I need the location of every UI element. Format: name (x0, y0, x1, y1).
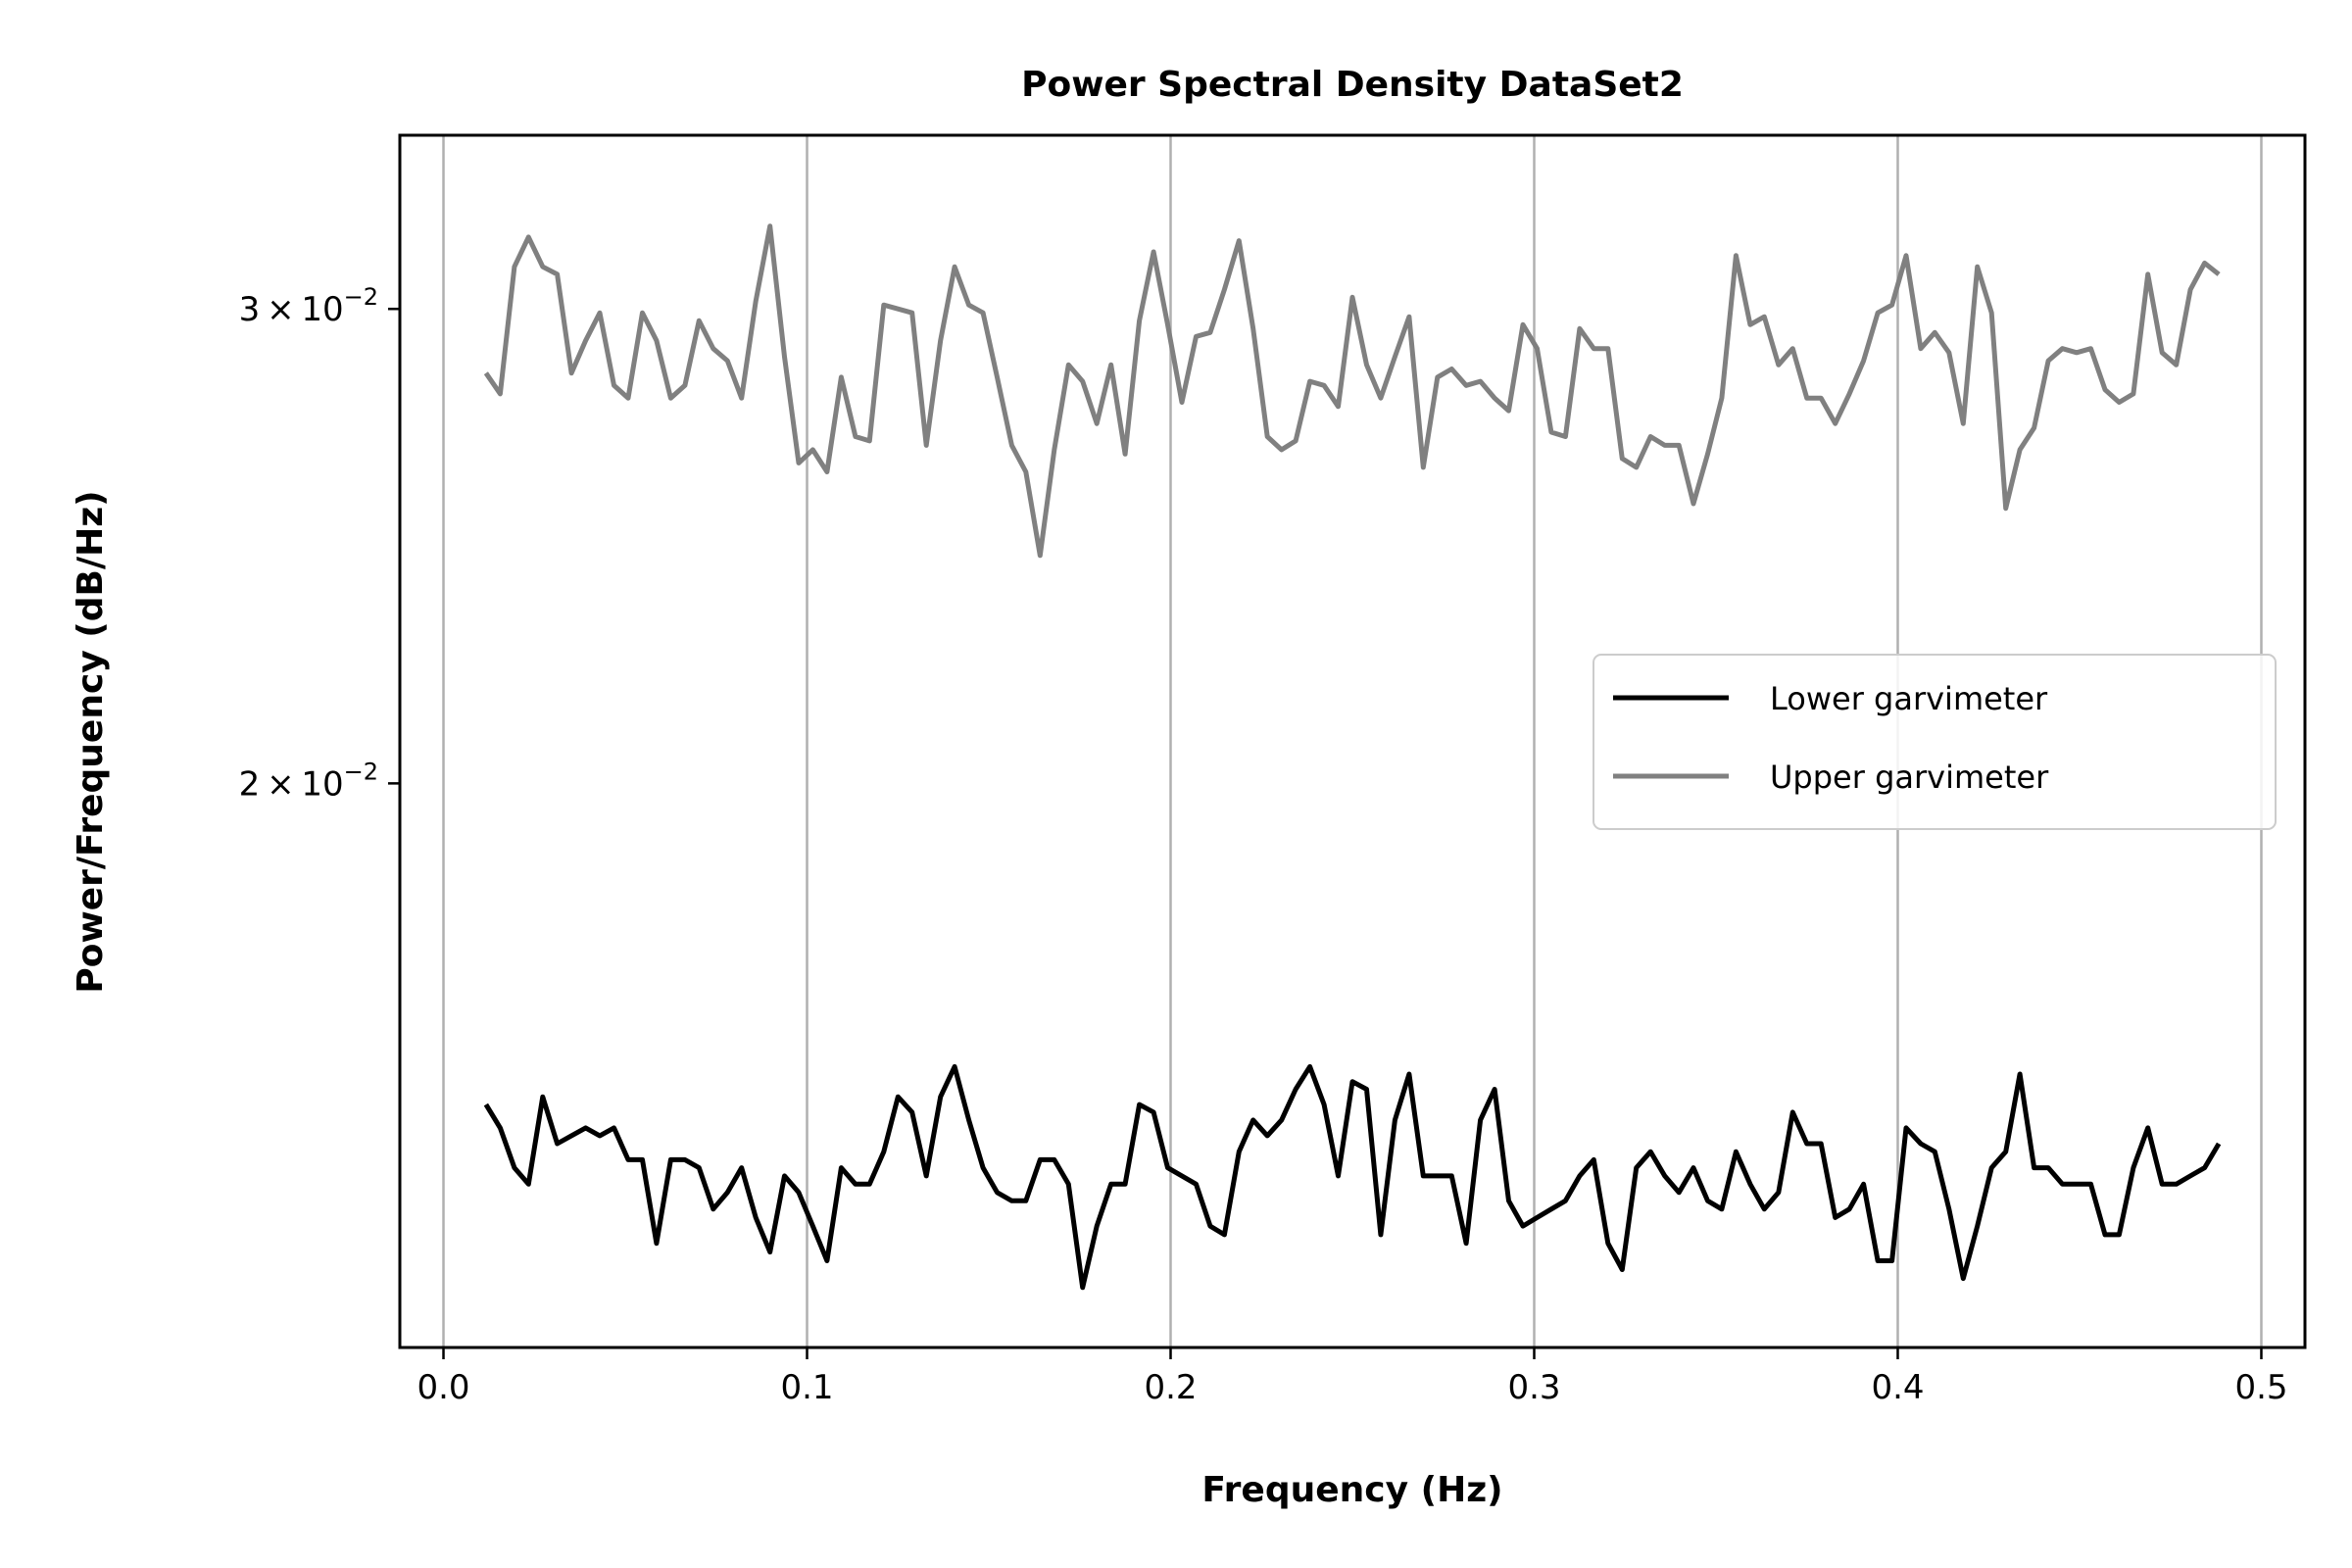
x-tick-label: 0.4 (1871, 1368, 1924, 1407)
legend-label-upper: Upper garvimeter (1770, 759, 2049, 796)
series-line-lower-garvimeter (483, 1063, 2222, 1291)
legend-label-lower: Lower garvimeter (1770, 680, 2048, 717)
legend-frame (1592, 654, 2277, 830)
y-axis-label: Power/Frequency (dB/Hz) (71, 490, 111, 993)
x-tick-label: 0.0 (416, 1368, 469, 1407)
series-lines (483, 223, 2222, 1291)
series-line-upper-garvimeter (483, 223, 2221, 559)
legend: Lower garvimeter Upper garvimeter (1592, 654, 2277, 830)
y-axis-ticks: 2 × 10−2 3 × 10−2 (239, 283, 400, 804)
x-tick-label: 0.2 (1144, 1368, 1197, 1407)
chart-title: Power Spectral Density DataSet2 (1021, 65, 1684, 105)
plot-frame (398, 133, 2307, 1349)
x-axis-label: Frequency (Hz) (1201, 1470, 1502, 1510)
x-axis-ticks: 0.0 0.1 0.2 0.3 0.4 0.5 (416, 1348, 2288, 1407)
x-tick-label: 0.5 (2234, 1368, 2287, 1407)
y-tick-label: 3 × 10−2 (239, 283, 378, 329)
y-tick-label: 2 × 10−2 (239, 758, 378, 804)
x-tick-label: 0.3 (1507, 1368, 1560, 1407)
x-tick-label: 0.1 (780, 1368, 833, 1407)
